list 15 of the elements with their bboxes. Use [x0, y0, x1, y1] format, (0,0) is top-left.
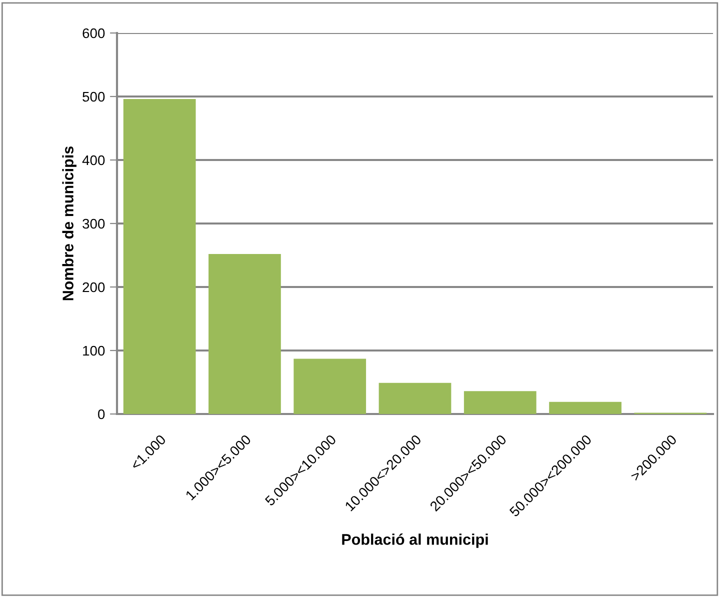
bar: [208, 254, 281, 414]
bar: [123, 99, 196, 414]
x-axis-title: Població al municipi: [342, 533, 488, 548]
bar: [378, 382, 452, 414]
y-axis-title: Nombre de municipis: [62, 146, 76, 300]
y-tick-label: 0: [98, 409, 105, 420]
bar: [549, 402, 622, 414]
y-tick-label: 600: [82, 28, 105, 38]
y-tick-label: 400: [82, 155, 105, 166]
bar: [464, 391, 536, 414]
bar: [294, 358, 366, 414]
y-tick-label: 500: [82, 92, 105, 102]
y-tick-label: 300: [82, 218, 105, 229]
y-tick-label: 100: [83, 346, 105, 356]
y-tick-label: 200: [82, 282, 105, 292]
